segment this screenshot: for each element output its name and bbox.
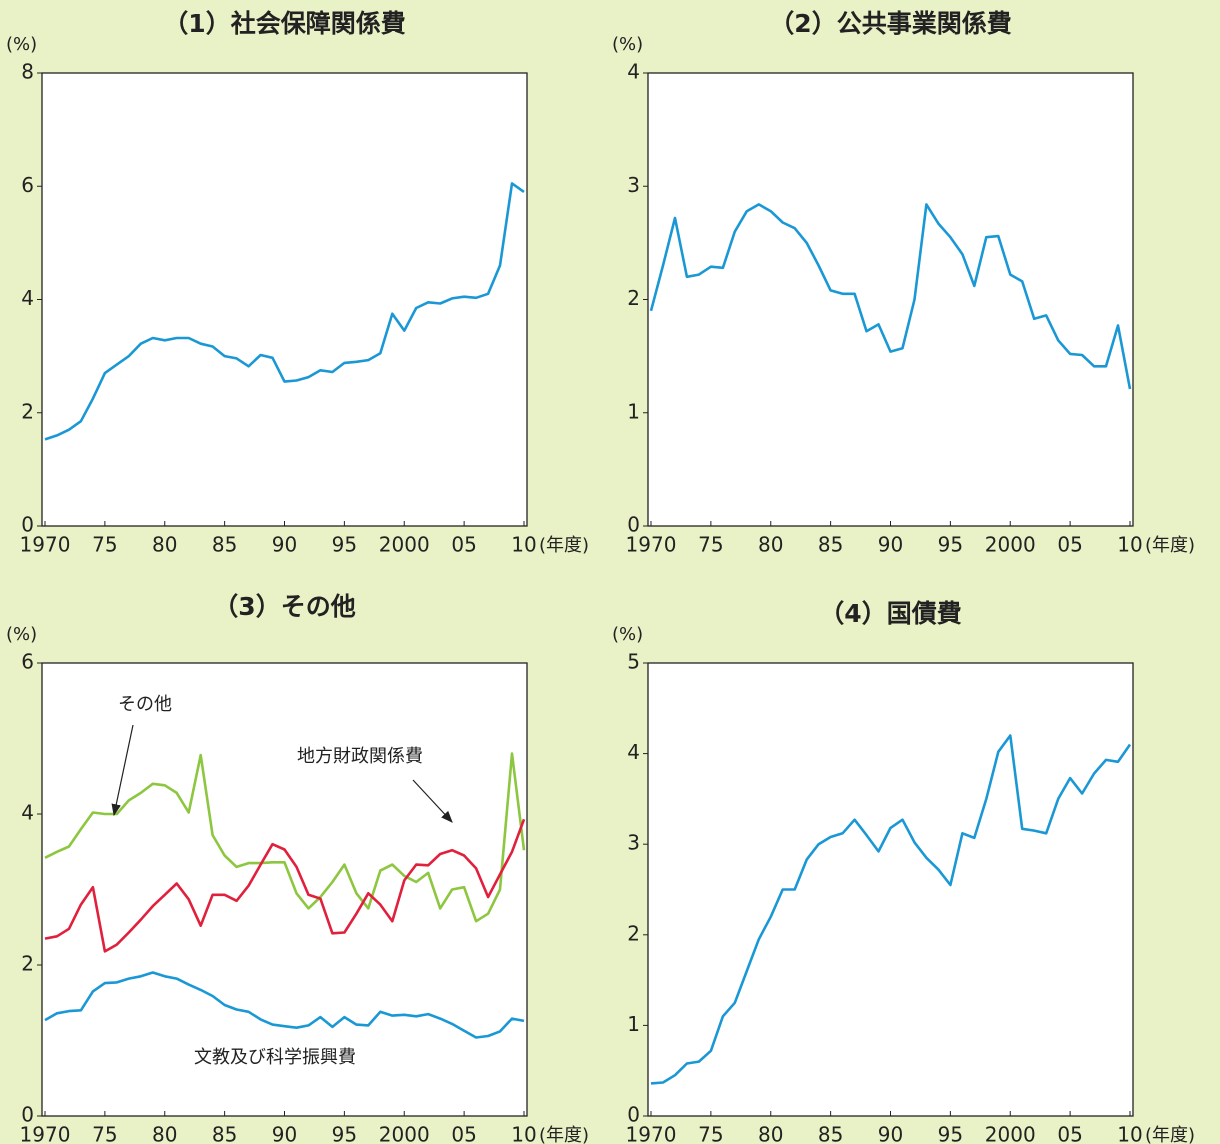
series-label: 文教及び科学振興費 xyxy=(194,1047,356,1068)
x-axis-label: (年度) xyxy=(1145,1125,1195,1144)
y-tick-label: 6 xyxy=(21,650,34,674)
series-label: その他 xyxy=(118,694,172,715)
y-tick-label: 0 xyxy=(627,513,640,537)
y-tick-label: 4 xyxy=(627,60,640,84)
y-tick-label: 8 xyxy=(21,60,34,84)
data-line xyxy=(650,734,1132,1085)
x-tick-label: 2000 xyxy=(379,1123,430,1144)
x-tick-label: 2000 xyxy=(985,533,1036,557)
chart-title: （1）社会保障関係費 xyxy=(163,9,405,38)
x-tick-label: 10 xyxy=(1117,1123,1142,1144)
series-label: 地方財政関係費 xyxy=(297,746,423,767)
y-axis-label: (%) xyxy=(6,624,37,645)
chart-title: （3）その他 xyxy=(213,592,355,621)
y-tick-label: 2 xyxy=(627,286,640,310)
y-tick-label: 2 xyxy=(21,952,34,976)
x-tick-label: 95 xyxy=(332,533,357,557)
x-tick-label: 1970 xyxy=(626,533,677,557)
x-tick-label: 75 xyxy=(698,533,723,557)
data-line xyxy=(44,971,525,1039)
x-tick-label: 10 xyxy=(511,533,536,557)
y-tick-label: 5 xyxy=(627,650,640,674)
x-tick-label: 90 xyxy=(272,1123,297,1144)
x-tick-label: 85 xyxy=(212,1123,237,1144)
y-tick-label: 2 xyxy=(21,399,34,423)
x-tick-label: 1970 xyxy=(20,1123,71,1144)
x-tick-label: 90 xyxy=(272,533,297,557)
y-tick-label: 4 xyxy=(21,801,34,825)
x-tick-label: 05 xyxy=(1057,1123,1082,1144)
x-tick-label: 80 xyxy=(758,533,783,557)
data-line xyxy=(44,752,526,923)
x-tick-label: 95 xyxy=(938,533,963,557)
y-tick-label: 6 xyxy=(21,173,34,197)
y-tick-label: 3 xyxy=(627,831,640,855)
y-tick-label: 2 xyxy=(627,921,640,945)
x-tick-label: 2000 xyxy=(379,533,430,557)
plot-area xyxy=(41,72,528,527)
x-tick-label: 10 xyxy=(1117,533,1142,557)
x-axis-label: (年度) xyxy=(539,1125,589,1144)
x-tick-label: 05 xyxy=(1057,533,1082,557)
x-tick-label: 10 xyxy=(511,1123,536,1144)
y-axis-label: (%) xyxy=(612,624,643,645)
x-tick-label: 80 xyxy=(152,533,177,557)
plot-area xyxy=(41,662,528,1117)
x-tick-label: 90 xyxy=(878,1123,903,1144)
y-tick-label: 1 xyxy=(627,399,640,423)
x-tick-label: 95 xyxy=(938,1123,963,1144)
data-line xyxy=(649,203,1132,390)
x-tick-label: 75 xyxy=(92,1123,117,1144)
y-tick-label: 0 xyxy=(627,1103,640,1127)
data-line xyxy=(44,818,526,953)
x-tick-label: 85 xyxy=(818,1123,843,1144)
chart-title: （2）公共事業関係費 xyxy=(769,9,1011,38)
y-tick-label: 1 xyxy=(627,1012,640,1036)
annotation-arrow xyxy=(412,779,453,823)
annotation-arrow xyxy=(111,724,134,817)
data-line xyxy=(44,182,525,441)
x-tick-label: 05 xyxy=(451,1123,476,1144)
x-tick-label: 80 xyxy=(152,1123,177,1144)
x-tick-label: 2000 xyxy=(985,1123,1036,1144)
y-axis-label: (%) xyxy=(6,34,37,55)
y-tick-label: 0 xyxy=(21,1103,34,1127)
x-tick-label: 05 xyxy=(451,533,476,557)
x-axis-label: (年度) xyxy=(539,535,589,556)
y-axis-label: (%) xyxy=(612,34,643,55)
x-tick-label: 95 xyxy=(332,1123,357,1144)
x-tick-label: 1970 xyxy=(626,1123,677,1144)
y-tick-label: 4 xyxy=(627,740,640,764)
x-tick-label: 90 xyxy=(878,533,903,557)
chart-title: （4）国債費 xyxy=(819,599,961,628)
plot-area xyxy=(647,662,1134,1117)
x-tick-label: 75 xyxy=(698,1123,723,1144)
y-tick-label: 3 xyxy=(627,173,640,197)
plot-area xyxy=(647,72,1134,527)
y-tick-label: 0 xyxy=(21,513,34,537)
x-tick-label: 1970 xyxy=(20,533,71,557)
x-tick-label: 85 xyxy=(818,533,843,557)
y-tick-label: 4 xyxy=(21,286,34,310)
x-tick-label: 75 xyxy=(92,533,117,557)
x-axis-label: (年度) xyxy=(1145,535,1195,556)
x-tick-label: 85 xyxy=(212,533,237,557)
x-tick-label: 80 xyxy=(758,1123,783,1144)
